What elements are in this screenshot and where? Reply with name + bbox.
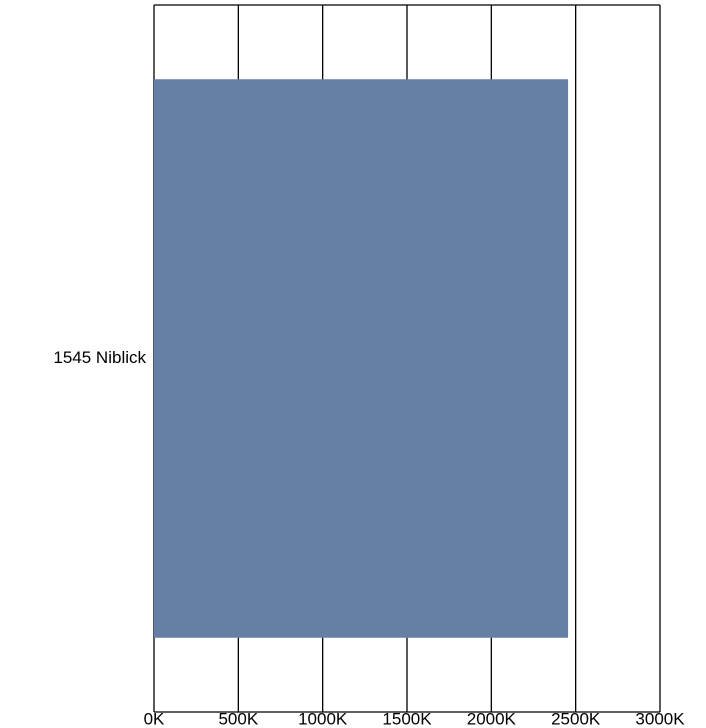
x-tick-label: 1000K <box>298 709 348 728</box>
x-tick-label: 1500K <box>382 709 432 728</box>
x-tick-label: 2000K <box>467 709 517 728</box>
x-tick-label: 2500K <box>551 709 601 728</box>
x-tick-label: 3000K <box>635 709 685 728</box>
x-tick-label: 0K <box>144 709 165 728</box>
y-tick-label: 1545 Niblick <box>53 348 146 367</box>
bar <box>154 79 569 638</box>
x-tick-label: 500K <box>218 709 258 728</box>
